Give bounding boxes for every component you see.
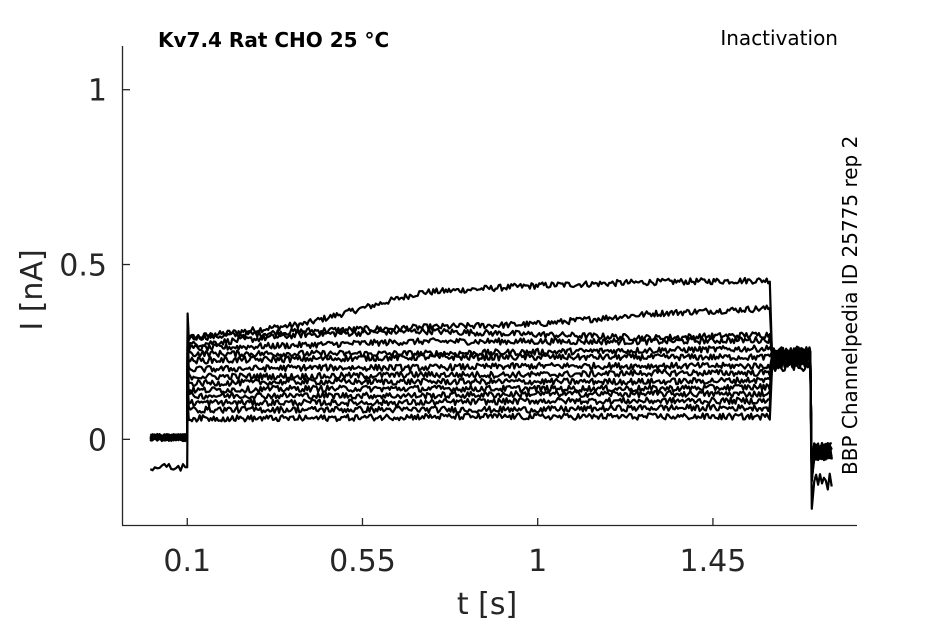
current-trace-6 xyxy=(149,342,833,481)
current-trace-8 xyxy=(149,349,833,479)
y-tick-label: 0.5 xyxy=(59,249,107,284)
x-tick-label: 1.45 xyxy=(680,544,747,579)
current-trace-10 xyxy=(150,352,833,482)
x-tick-label: 1 xyxy=(528,544,547,579)
current-trace-9 xyxy=(149,353,833,477)
traces-group xyxy=(149,276,833,510)
current-trace-11 xyxy=(150,356,833,482)
chart-title: Kv7.4 Rat CHO 25 °C xyxy=(158,28,389,52)
current-trace-5 xyxy=(149,335,833,482)
y-ticks-group: 00.51 xyxy=(59,74,130,458)
current-trace-13 xyxy=(149,356,833,482)
current-trace-2 xyxy=(149,304,833,478)
current-trace-14 xyxy=(149,361,833,510)
current-trace-3 xyxy=(149,326,833,477)
x-ticks-group: 0.1 0.55 1 1.45 xyxy=(163,518,746,579)
x-tick-label: 0.55 xyxy=(329,544,396,579)
current-trace-12 xyxy=(150,356,833,479)
x-tick-label: 0.1 xyxy=(163,544,211,579)
current-trace-1 xyxy=(149,276,833,475)
protocol-label: Inactivation xyxy=(720,26,838,50)
source-note: BBP Channelpedia ID 25775 rep 2 xyxy=(838,136,862,475)
current-trace-4 xyxy=(149,329,833,478)
y-tick-label: 0 xyxy=(88,423,107,458)
current-trace-7 xyxy=(149,349,833,475)
y-tick-label: 1 xyxy=(88,74,107,109)
x-axis-label: t [s] xyxy=(457,587,517,622)
y-axis-label: I [nA] xyxy=(15,249,50,330)
